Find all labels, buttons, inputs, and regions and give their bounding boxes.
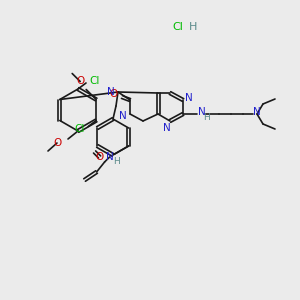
Text: N: N <box>198 107 206 117</box>
Text: N: N <box>163 123 171 133</box>
Text: O: O <box>95 152 104 162</box>
Text: H: H <box>189 22 197 32</box>
Text: N: N <box>119 111 127 121</box>
Text: O: O <box>53 138 61 148</box>
Text: N: N <box>106 152 113 162</box>
Text: H: H <box>113 158 120 166</box>
Text: N: N <box>107 87 115 97</box>
Text: N: N <box>185 93 193 103</box>
Text: Cl: Cl <box>74 124 84 134</box>
Text: Cl: Cl <box>90 76 100 86</box>
Text: H: H <box>204 113 210 122</box>
Text: N: N <box>253 107 261 117</box>
Text: Cl: Cl <box>172 22 183 32</box>
Text: O: O <box>110 89 118 99</box>
Text: O: O <box>76 76 84 86</box>
